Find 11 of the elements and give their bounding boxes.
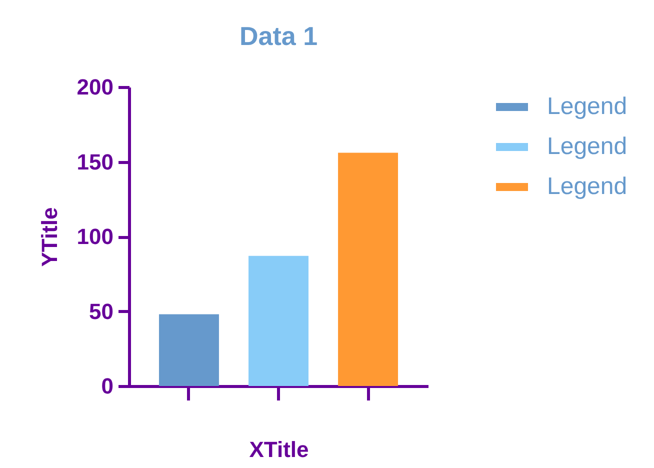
y-tick-label: 100 <box>76 224 114 249</box>
legend-label: Legend <box>547 133 628 160</box>
y-axis-title: YTitle <box>36 207 62 267</box>
y-tick-label: 50 <box>89 298 114 324</box>
legend-label: Legend <box>547 173 628 200</box>
y-tick-label: 200 <box>76 74 114 100</box>
x-axis-title: XTitle <box>249 437 309 462</box>
chart-title: Data 1 <box>239 21 318 51</box>
y-tick-label: 150 <box>76 149 114 174</box>
legend-label: Legend <box>547 93 628 120</box>
y-tick-label: 0 <box>101 374 114 398</box>
